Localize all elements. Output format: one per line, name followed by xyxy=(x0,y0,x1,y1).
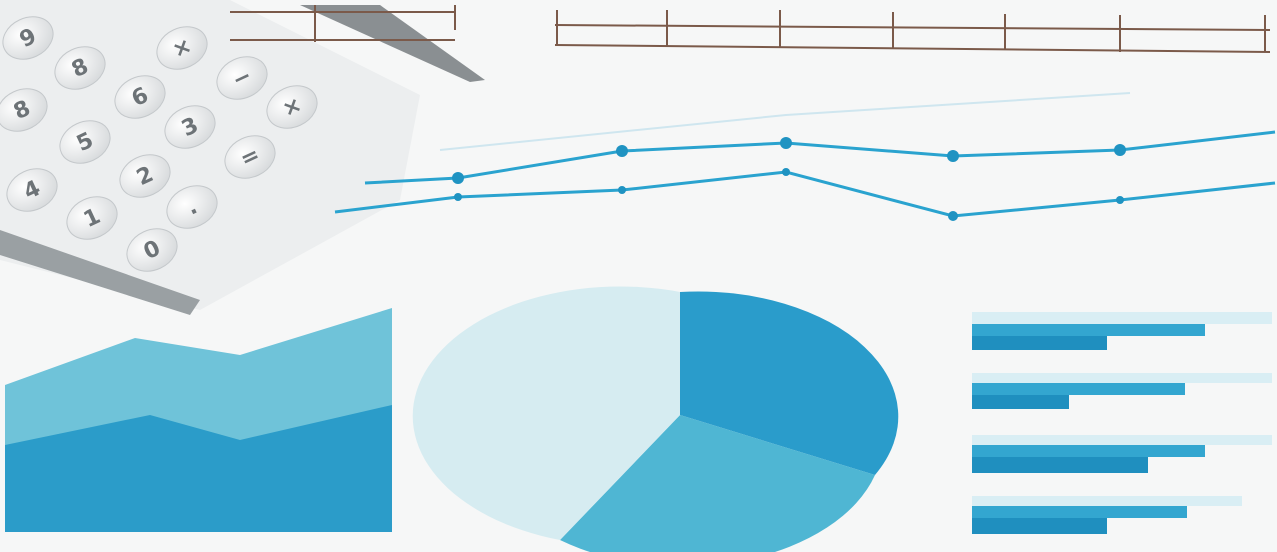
pen xyxy=(300,5,485,82)
calculator-edge xyxy=(0,230,200,315)
calculator-key: × xyxy=(266,85,318,129)
calculator-key: 6 xyxy=(114,75,166,119)
key-cap xyxy=(156,26,208,70)
key-cap xyxy=(59,120,111,164)
key-cap xyxy=(126,228,178,272)
area-chart xyxy=(5,308,392,532)
calculator-keys: 98×6−853×2=41.0 xyxy=(0,16,318,272)
calculator-key: . xyxy=(166,185,218,229)
key-cap xyxy=(0,88,48,132)
key-cap xyxy=(216,56,268,100)
calculator-key: 3 xyxy=(164,105,216,149)
key-cap xyxy=(166,185,218,229)
key-cap xyxy=(66,196,118,240)
calculator-key: 1 xyxy=(66,196,118,240)
key-cap xyxy=(6,168,58,212)
pie-chart xyxy=(412,286,899,552)
calculator-key: 5 xyxy=(59,120,111,164)
key-cap xyxy=(164,105,216,149)
key-cap xyxy=(119,154,171,198)
key-cap xyxy=(114,75,166,119)
key-cap xyxy=(54,46,106,90)
bar-chart xyxy=(972,312,1272,534)
table-strip xyxy=(230,5,1271,53)
key-cap xyxy=(266,85,318,129)
calculator-key: = xyxy=(224,135,276,179)
calculator-key: 8 xyxy=(54,46,106,90)
calculator-key: 8 xyxy=(0,88,48,132)
key-cap xyxy=(2,16,54,60)
calculator-key: 2 xyxy=(119,154,171,198)
calculator-key: × xyxy=(156,26,208,70)
key-cap xyxy=(224,135,276,179)
calculator-key: − xyxy=(216,56,268,100)
calculator-key: 9 xyxy=(2,16,54,60)
calculator-key: 4 xyxy=(6,168,58,212)
line-points xyxy=(452,137,1126,221)
calculator-key: 0 xyxy=(126,228,178,272)
